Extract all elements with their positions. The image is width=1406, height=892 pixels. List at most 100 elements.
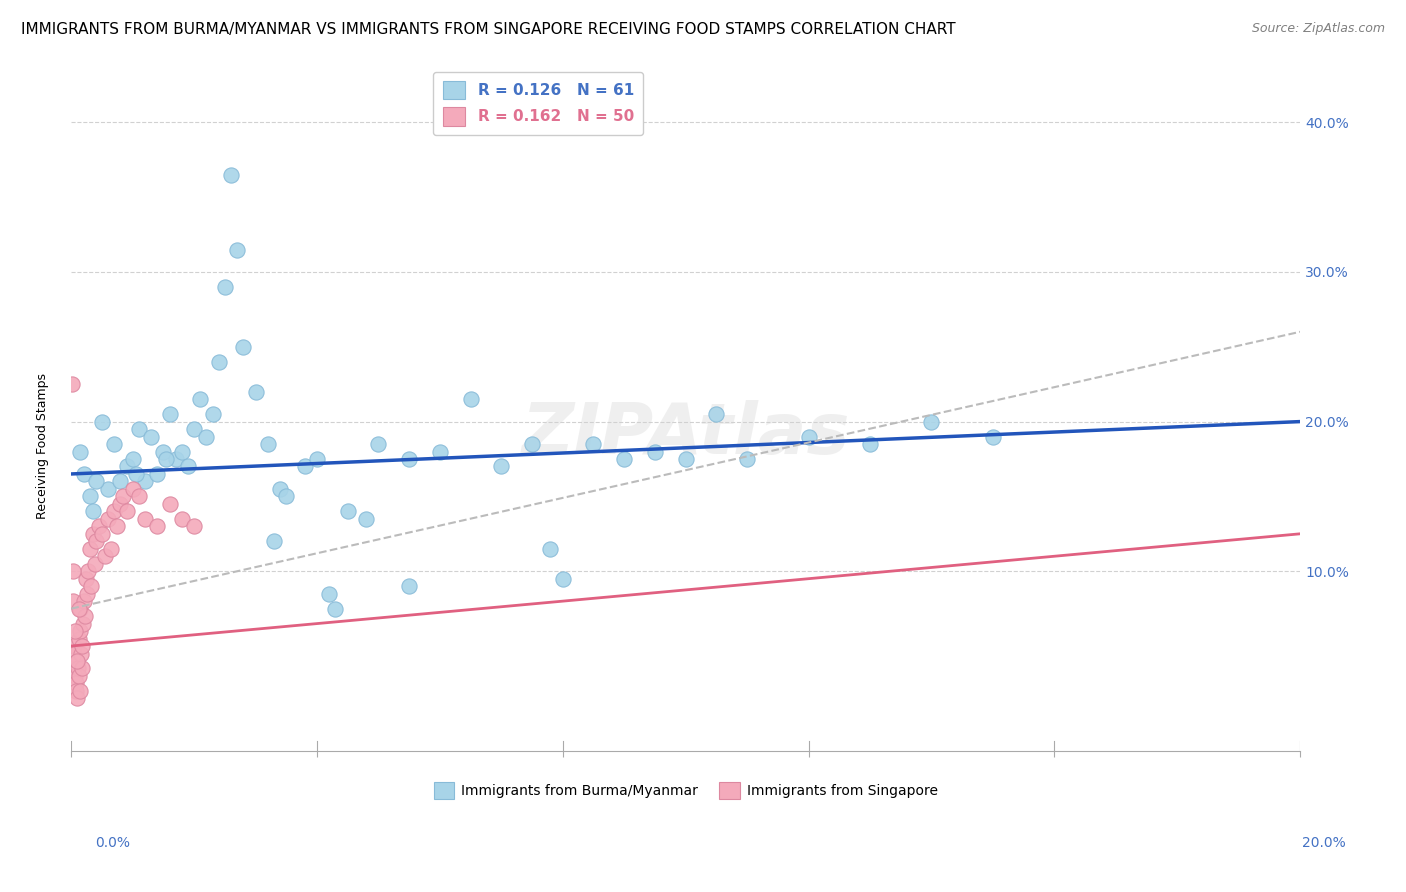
Point xyxy=(257,437,280,451)
Point xyxy=(75,572,97,586)
Point xyxy=(63,647,86,661)
Point xyxy=(263,534,285,549)
Point xyxy=(97,482,120,496)
Point xyxy=(63,669,86,683)
Point xyxy=(79,541,101,556)
Text: Receiving Food Stamps: Receiving Food Stamps xyxy=(35,373,49,519)
Point xyxy=(208,355,231,369)
Text: 0.0%: 0.0% xyxy=(96,836,131,850)
Point xyxy=(183,519,205,533)
Point xyxy=(152,444,174,458)
Point xyxy=(128,490,150,504)
Point xyxy=(146,519,169,533)
Point xyxy=(214,280,236,294)
Point xyxy=(80,579,103,593)
Point xyxy=(62,564,84,578)
Point xyxy=(72,616,94,631)
Point xyxy=(398,579,420,593)
Point xyxy=(121,482,143,496)
Point xyxy=(112,490,135,504)
Text: ZIPAtlas: ZIPAtlas xyxy=(522,400,849,469)
Point xyxy=(65,684,87,698)
Point xyxy=(165,452,187,467)
Point xyxy=(70,647,93,661)
Point xyxy=(91,415,114,429)
Text: IMMIGRANTS FROM BURMA/MYANMAR VS IMMIGRANTS FROM SINGAPORE RECEIVING FOOD STAMPS: IMMIGRANTS FROM BURMA/MYANMAR VS IMMIGRA… xyxy=(21,22,956,37)
Point xyxy=(69,444,91,458)
Point xyxy=(97,512,120,526)
Point xyxy=(305,452,328,467)
Point xyxy=(859,437,882,451)
Point xyxy=(73,609,96,624)
Point xyxy=(70,661,93,675)
Point xyxy=(94,549,117,564)
Point xyxy=(146,467,169,481)
Point xyxy=(269,482,291,496)
Point xyxy=(66,654,89,668)
Point xyxy=(69,601,91,615)
Point xyxy=(69,624,91,638)
Point xyxy=(219,168,242,182)
Point xyxy=(195,429,218,443)
Point xyxy=(87,519,110,533)
Point xyxy=(134,475,156,489)
Point xyxy=(67,601,90,615)
Point xyxy=(318,587,340,601)
Point xyxy=(91,526,114,541)
Point xyxy=(675,452,697,467)
Point xyxy=(920,415,942,429)
Point xyxy=(121,452,143,467)
Point xyxy=(551,572,574,586)
Point xyxy=(72,467,94,481)
Point xyxy=(354,512,377,526)
Point xyxy=(735,452,758,467)
Point xyxy=(103,504,125,518)
Point xyxy=(83,557,105,571)
Point xyxy=(336,504,359,518)
Point xyxy=(540,541,562,556)
Point xyxy=(188,392,211,406)
Point xyxy=(66,654,89,668)
Point xyxy=(66,661,89,675)
Point xyxy=(177,459,200,474)
Point xyxy=(706,407,728,421)
Point xyxy=(82,504,104,518)
Point xyxy=(63,624,86,638)
Point xyxy=(103,437,125,451)
Point xyxy=(613,452,636,467)
Point xyxy=(398,452,420,467)
Point xyxy=(105,519,128,533)
Point xyxy=(72,594,94,608)
Point xyxy=(128,422,150,436)
Text: Source: ZipAtlas.com: Source: ZipAtlas.com xyxy=(1251,22,1385,36)
Point xyxy=(170,512,193,526)
Point xyxy=(520,437,543,451)
Point xyxy=(100,541,122,556)
Point xyxy=(76,587,98,601)
Text: 20.0%: 20.0% xyxy=(1302,836,1346,850)
Point xyxy=(245,384,267,399)
Point xyxy=(276,490,298,504)
Point xyxy=(134,512,156,526)
Point xyxy=(429,444,451,458)
Point xyxy=(77,564,100,578)
Point xyxy=(294,459,316,474)
Point xyxy=(67,632,90,646)
Point xyxy=(201,407,224,421)
Point xyxy=(62,594,84,608)
Point xyxy=(155,452,177,467)
Point xyxy=(797,429,820,443)
Point xyxy=(84,475,107,489)
Point xyxy=(115,459,138,474)
Point xyxy=(325,601,347,615)
Point xyxy=(183,422,205,436)
Point xyxy=(62,639,84,653)
Point xyxy=(170,444,193,458)
Point xyxy=(82,526,104,541)
Point xyxy=(460,392,482,406)
Point xyxy=(367,437,389,451)
Point xyxy=(66,691,89,706)
Point xyxy=(84,534,107,549)
Point xyxy=(981,429,1004,443)
Point xyxy=(110,497,132,511)
